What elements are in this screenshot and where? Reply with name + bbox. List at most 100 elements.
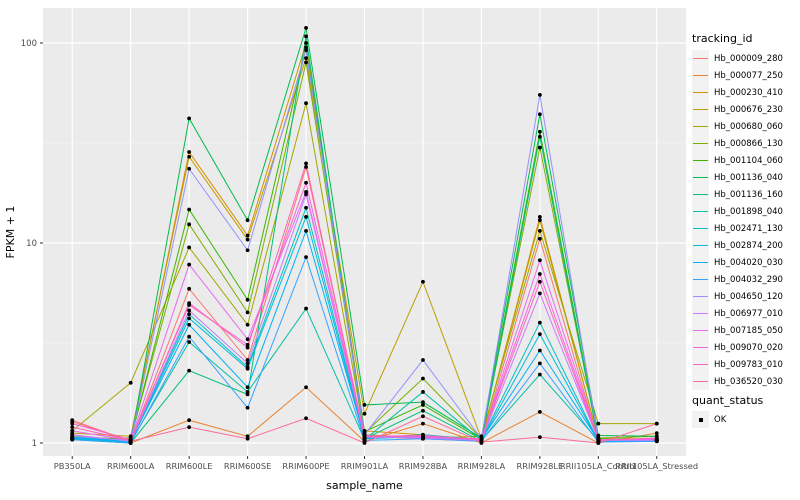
- data-point: [245, 248, 250, 253]
- data-point: [304, 56, 308, 61]
- legend-entry-label: Hb_002874_200: [714, 240, 783, 251]
- x-axis-title: sample_name: [326, 479, 403, 492]
- legend-key-swatch: [692, 411, 709, 428]
- x-tick-label: RRII105LA_Control: [560, 461, 637, 471]
- data-point: [537, 228, 542, 233]
- data-point: [70, 432, 75, 437]
- y-tick-label: 1: [32, 439, 37, 449]
- data-point: [304, 41, 308, 45]
- legend-key-swatch: [692, 373, 709, 390]
- legend-entry-Hb_006977_010: Hb_006977_010: [692, 305, 783, 322]
- legend-key-swatch: [692, 220, 709, 237]
- legend-entry-Hb_001898_040: Hb_001898_040: [692, 203, 783, 220]
- data-point: [187, 286, 192, 291]
- legend-key-swatch: [692, 271, 709, 288]
- legend-entry-label: Hb_009783_010: [714, 359, 783, 370]
- data-point: [537, 372, 542, 377]
- data-point: [537, 348, 542, 353]
- data-point: [537, 410, 542, 414]
- data-point: [537, 236, 542, 241]
- legend-entry-Hb_004020_030: Hb_004020_030: [692, 254, 783, 271]
- legend-line-sample: [693, 347, 708, 348]
- data-point: [304, 60, 308, 65]
- black-point-icon: [698, 417, 703, 422]
- data-point: [187, 312, 192, 317]
- legend-entry-Hb_009070_020: Hb_009070_020: [692, 339, 783, 356]
- data-point: [187, 222, 192, 227]
- data-point: [421, 279, 425, 284]
- data-point: [421, 421, 425, 426]
- data-point: [187, 245, 192, 250]
- data-point: [70, 418, 75, 423]
- legend-entry-Hb_007185_050: Hb_007185_050: [692, 322, 783, 339]
- data-point: [187, 368, 192, 373]
- data-point: [245, 436, 250, 441]
- data-point: [421, 400, 425, 405]
- legend-key-swatch: [692, 305, 709, 322]
- legend-entry-Hb_000676_230: Hb_000676_230: [692, 101, 783, 118]
- legend-entry-label: Hb_004032_290: [714, 274, 783, 285]
- data-point: [421, 408, 425, 413]
- data-point: [537, 129, 542, 134]
- data-point: [245, 358, 250, 362]
- data-point: [537, 272, 542, 276]
- data-point: [596, 433, 601, 438]
- legend-key-swatch: [692, 118, 709, 135]
- data-point: [304, 306, 308, 311]
- legend-line-sample: [693, 330, 708, 331]
- data-point: [362, 429, 367, 434]
- data-point: [187, 301, 192, 306]
- legend-entry-Hb_000230_410: Hb_000230_410: [692, 84, 783, 101]
- data-point: [245, 297, 250, 302]
- legend-entry-label: Hb_001136_040: [714, 172, 783, 183]
- legend-entry-label: Hb_000676_230: [714, 104, 783, 115]
- data-point: [304, 215, 308, 219]
- data-point: [187, 418, 192, 423]
- data-point: [245, 233, 250, 238]
- data-point: [362, 403, 367, 407]
- data-point: [596, 421, 601, 426]
- legend-entry-Hb_000866_130: Hb_000866_130: [692, 135, 783, 152]
- data-point: [537, 112, 542, 117]
- data-point: [304, 416, 308, 421]
- data-point: [187, 150, 192, 154]
- data-point: [421, 358, 425, 362]
- data-point: [245, 366, 250, 371]
- x-tick-label: RRIM600SE: [224, 461, 271, 471]
- data-point: [596, 441, 601, 445]
- data-point: [187, 207, 192, 212]
- x-tick-label: RRIM928LE: [516, 461, 563, 471]
- legend-line-sample: [693, 177, 708, 178]
- data-point: [421, 376, 425, 381]
- data-point: [537, 361, 542, 366]
- data-point: [187, 116, 192, 121]
- legend-entry-label: Hb_004020_030: [714, 257, 783, 268]
- legend-key-swatch: [692, 169, 709, 186]
- data-point: [537, 320, 542, 325]
- data-point: [304, 190, 308, 194]
- legend-line-sample: [693, 160, 708, 161]
- data-point: [304, 255, 308, 260]
- data-point: [304, 228, 308, 233]
- legend-key-swatch: [692, 322, 709, 339]
- legend-line-sample: [693, 126, 708, 127]
- y-tick-label: 100: [21, 39, 37, 49]
- x-tick-label: RRII105LA_Stressed: [615, 461, 698, 471]
- data-point: [245, 237, 250, 242]
- legend-entry-Hb_000077_250: Hb_000077_250: [692, 67, 783, 84]
- legend-key-swatch: [692, 50, 709, 67]
- legend-entry-label: Hb_001136_160: [714, 189, 783, 200]
- data-point: [304, 48, 308, 53]
- legend-line-sample: [693, 296, 708, 297]
- legend-entry-Hb_001136_040: Hb_001136_040: [692, 169, 783, 186]
- data-point: [304, 180, 308, 185]
- data-point: [537, 435, 542, 440]
- data-point: [537, 93, 542, 97]
- legend-line-sample: [693, 313, 708, 314]
- data-point: [70, 421, 75, 426]
- data-point: [245, 390, 250, 394]
- legend-key-swatch: [692, 186, 709, 203]
- y-axis-title: FPKM + 1: [4, 206, 17, 259]
